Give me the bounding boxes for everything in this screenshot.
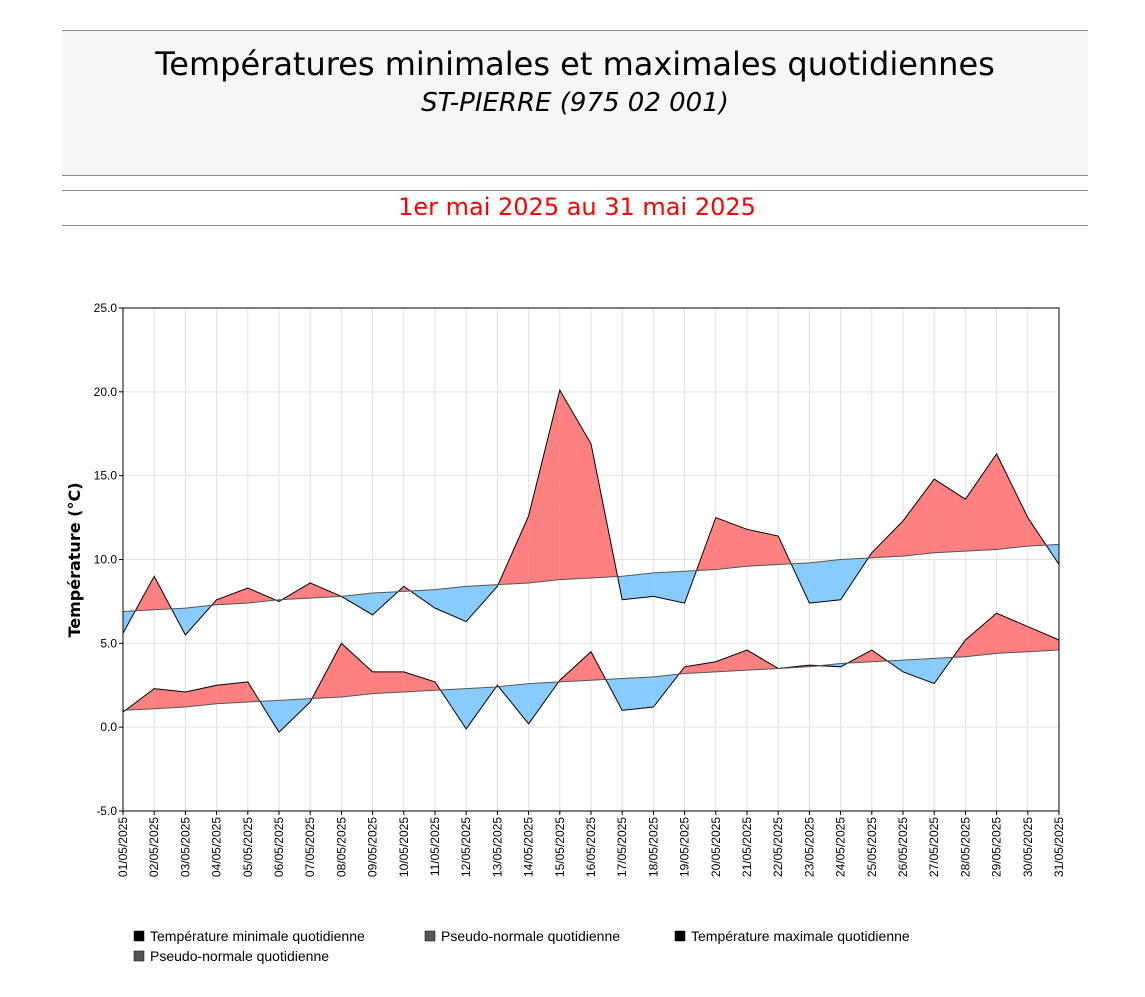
y-tick-label: 25.0 xyxy=(94,301,118,315)
anomaly-fill xyxy=(435,586,467,622)
x-tick-label: 15/05/2025 xyxy=(553,817,567,877)
anomaly-fill xyxy=(996,453,1028,550)
anomaly-fill xyxy=(622,572,654,600)
anomaly-fill xyxy=(403,671,435,692)
x-tick-label: 28/05/2025 xyxy=(958,817,972,877)
anomaly-fill xyxy=(809,559,841,604)
plot-frame xyxy=(122,307,1060,812)
x-tick-label: 22/05/2025 xyxy=(771,817,785,877)
x-tick-label: 04/05/2025 xyxy=(210,817,224,877)
x-tick-label: 23/05/2025 xyxy=(802,817,816,877)
anomaly-fill xyxy=(715,650,747,672)
legend-label: Température maximale quotidienne xyxy=(691,928,910,944)
anomaly-fill xyxy=(715,517,747,570)
legend-label: Pseudo-normale quotidienne xyxy=(441,928,620,944)
anomaly-fill xyxy=(965,613,997,657)
x-tick-label: 17/05/2025 xyxy=(615,817,629,877)
anomaly-fill xyxy=(965,453,997,552)
chart-title: Températures minimales et maximales quot… xyxy=(154,45,995,83)
anomaly-fill xyxy=(247,588,276,604)
x-tick-label: 03/05/2025 xyxy=(178,817,192,877)
y-tick-label: 5.0 xyxy=(100,636,117,650)
x-tick-label: 08/05/2025 xyxy=(334,817,348,877)
x-tick-label: 01/05/2025 xyxy=(116,817,130,877)
x-tick-label: 05/05/2025 xyxy=(241,817,255,877)
legend-swatch xyxy=(674,930,686,942)
legend-label: Pseudo-normale quotidienne xyxy=(150,948,329,964)
series-line xyxy=(122,649,1060,711)
anomaly-fill xyxy=(372,671,404,694)
x-tick-label: 19/05/2025 xyxy=(678,817,692,877)
y-tick-label: 20.0 xyxy=(94,385,118,399)
anomaly-fill xyxy=(934,479,966,553)
x-tick-label: 14/05/2025 xyxy=(522,817,536,877)
anomaly-fill xyxy=(871,520,903,558)
series-line xyxy=(122,543,1060,612)
anomaly-fill xyxy=(684,661,716,674)
header-box xyxy=(62,30,1088,175)
x-tick-label: 07/05/2025 xyxy=(303,817,317,877)
anomaly-fill xyxy=(341,593,373,615)
x-tick-label: 13/05/2025 xyxy=(490,817,504,877)
x-tick-label: 24/05/2025 xyxy=(834,817,848,877)
series-line xyxy=(122,388,1060,636)
anomaly-fill xyxy=(279,698,311,733)
anomaly-fill xyxy=(747,529,779,567)
legend-swatch xyxy=(424,930,436,942)
x-tick-label: 20/05/2025 xyxy=(709,817,723,877)
anomaly-fill xyxy=(1027,626,1059,652)
x-tick-label: 26/05/2025 xyxy=(896,817,910,877)
period: 1er mai 2025 au 31 mai 2025 xyxy=(398,193,756,221)
y-axis-label: Température (°C) xyxy=(65,482,84,637)
anomaly-fill xyxy=(341,643,373,697)
y-tick-label: 10.0 xyxy=(94,553,118,567)
x-tick-label: 30/05/2025 xyxy=(1021,817,1035,877)
y-tick-label: 15.0 xyxy=(94,469,118,483)
x-tick-label: 16/05/2025 xyxy=(584,817,598,877)
anomaly-fill xyxy=(653,571,685,604)
legend-label: Température minimale quotidienne xyxy=(150,928,365,944)
x-tick-label: 21/05/2025 xyxy=(740,817,754,877)
y-tick-label: 0.0 xyxy=(100,720,117,734)
series-line xyxy=(122,612,1060,733)
x-tick-label: 11/05/2025 xyxy=(428,817,442,876)
x-tick-label: 12/05/2025 xyxy=(459,817,473,877)
anomaly-fill xyxy=(903,658,935,684)
anomaly-fill xyxy=(622,676,654,711)
x-tick-label: 25/05/2025 xyxy=(865,817,879,877)
anomaly-fill xyxy=(559,390,591,580)
anomaly-fill xyxy=(498,683,529,724)
anomaly-fill xyxy=(216,588,248,605)
anomaly-fill xyxy=(154,688,186,709)
anomaly-fill xyxy=(903,479,935,557)
anomaly-fill xyxy=(216,681,248,704)
x-tick-label: 29/05/2025 xyxy=(990,817,1004,877)
x-tick-label: 09/05/2025 xyxy=(366,817,380,877)
x-tick-label: 06/05/2025 xyxy=(272,817,286,877)
x-tick-label: 18/05/2025 xyxy=(646,817,660,877)
legend-swatch xyxy=(133,950,145,962)
anomaly-fill xyxy=(528,390,560,583)
x-tick-label: 31/05/2025 xyxy=(1052,817,1066,877)
x-tick-label: 02/05/2025 xyxy=(147,817,161,877)
chart-subtitle: ST-PIERRE (975 02 001) xyxy=(421,88,729,118)
y-tick-label: -5.0 xyxy=(96,804,117,818)
x-tick-label: 10/05/2025 xyxy=(397,817,411,877)
x-tick-label: 27/05/2025 xyxy=(927,817,941,877)
legend-swatch xyxy=(133,930,145,942)
